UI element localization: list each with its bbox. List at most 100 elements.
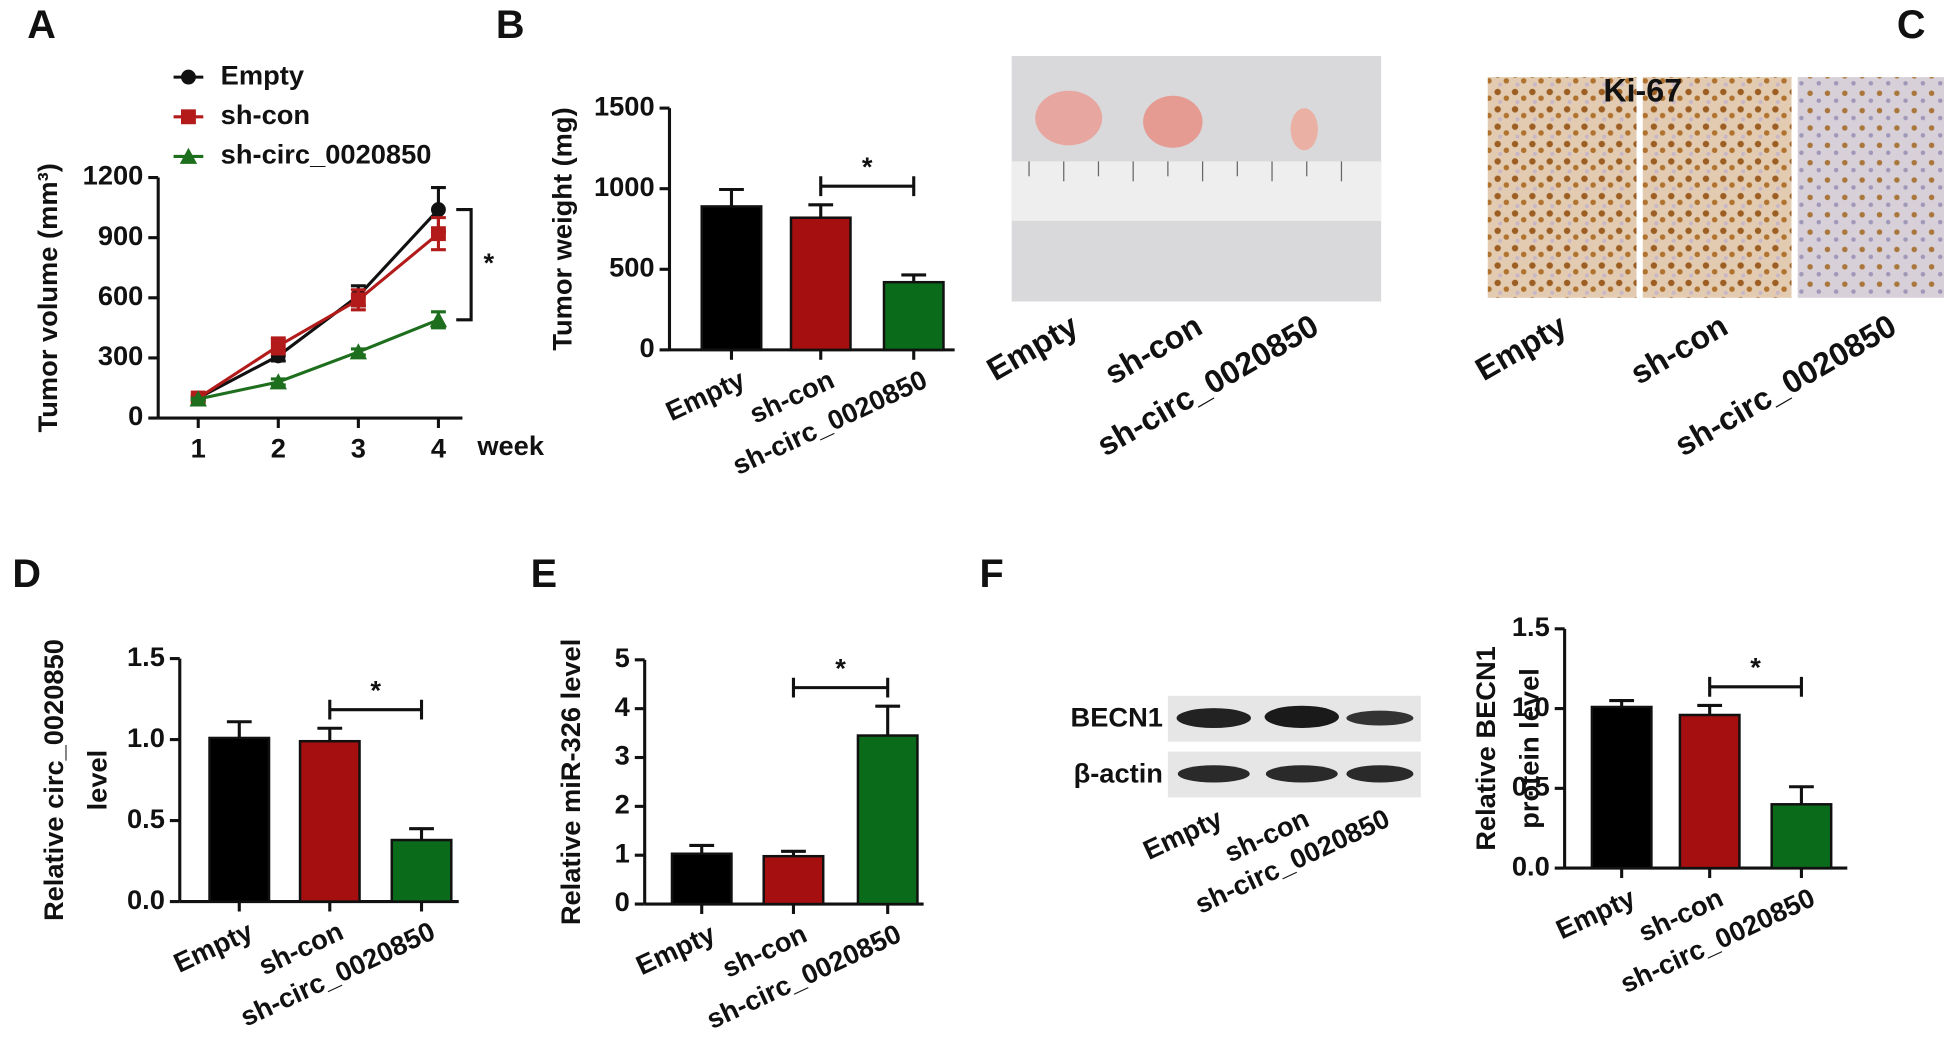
image-label: Empty: [1469, 307, 1572, 387]
significance-bracket: [456, 208, 473, 322]
error-bar: [317, 726, 343, 742]
x-axis-label: week: [476, 430, 545, 461]
bar: [1678, 713, 1741, 870]
y-tick-label: 1000: [594, 171, 655, 202]
x-tick-label: 3: [351, 432, 366, 463]
bar: [208, 736, 271, 903]
bar: [856, 734, 919, 906]
legend-label: Empty: [221, 59, 305, 90]
y-tick-label: 1.5: [1512, 611, 1550, 642]
tumor-photo: [1011, 56, 1382, 302]
marker: [429, 311, 448, 328]
y-axis-label: Tumor volume (mm³): [32, 163, 63, 432]
legend-marker: [179, 147, 198, 164]
y-tick-label: 0.5: [127, 803, 165, 834]
significance-bracket: [328, 699, 424, 720]
legend-marker: [181, 69, 196, 85]
y-tick-label: 600: [98, 280, 144, 311]
bar: [1590, 705, 1653, 870]
blot-row-label: BECN1: [1071, 702, 1163, 733]
error-bar: [719, 187, 744, 207]
marker: [430, 202, 446, 218]
x-tick-label: 1: [191, 432, 206, 463]
y-tick-label: 900: [98, 220, 144, 251]
marker: [269, 373, 287, 390]
y-tick-label: 0.0: [1512, 850, 1550, 881]
y-tick-label: 500: [609, 251, 655, 282]
bar: [670, 852, 733, 906]
y-axis-label: Relative BECN1: [1470, 646, 1501, 851]
significance-bracket: [791, 677, 890, 698]
significance-label: *: [1750, 652, 1761, 683]
y-tick-label: 1200: [83, 160, 144, 191]
marker: [350, 292, 366, 308]
x-tick-label: 2: [271, 432, 286, 463]
bar: [762, 854, 825, 906]
panel-label: C: [1897, 3, 1926, 47]
blot-label: Empty: [1138, 802, 1227, 866]
photo-label: Empty: [981, 307, 1084, 387]
legend-label: sh-circ_0020850: [221, 139, 432, 170]
marker: [270, 338, 286, 354]
y-tick-label: 0: [128, 400, 143, 431]
panel-label: B: [496, 3, 525, 47]
panel-label: F: [979, 552, 1003, 596]
y-tick-label: 1.5: [127, 641, 165, 672]
y-tick-label: 0.0: [127, 884, 165, 915]
panel-label: D: [12, 552, 41, 596]
y-tick-label: 3: [615, 740, 630, 771]
significance-label: *: [484, 247, 495, 278]
y-tick-label: 0: [639, 332, 654, 363]
y-axis-label: level: [81, 750, 112, 811]
y-axis-label: Relative circ_0020850: [38, 639, 69, 921]
error-bar: [1697, 703, 1723, 715]
y-axis-label: protein level: [1513, 668, 1544, 829]
bar: [298, 739, 361, 903]
significance-bracket: [1708, 676, 1803, 697]
y-tick-label: 0.5: [1512, 771, 1550, 802]
legend-marker: [181, 109, 196, 125]
y-tick-label: 300: [98, 340, 144, 371]
y-tick-label: 1500: [594, 90, 655, 121]
y-axis-label: Relative miR-326 level: [555, 639, 586, 925]
panel-label: E: [531, 552, 557, 596]
ki67-images: [1487, 77, 1944, 298]
bar: [789, 216, 852, 352]
y-tick-label: 5: [615, 642, 630, 673]
y-tick-label: 1.0: [1512, 691, 1550, 722]
x-tick-label: Empty: [631, 917, 720, 981]
error-bar: [226, 720, 252, 738]
x-tick-label: Empty: [169, 915, 258, 979]
significance-label: *: [370, 674, 381, 705]
panel-label: A: [27, 3, 56, 47]
marker: [189, 390, 207, 407]
y-tick-label: 0: [615, 886, 630, 917]
bar: [390, 838, 453, 903]
x-tick-label: 4: [431, 432, 447, 463]
series-line: [197, 232, 440, 400]
error-bar: [689, 843, 715, 854]
x-tick-label: Empty: [1551, 881, 1640, 945]
legend-label: sh-con: [221, 99, 310, 130]
y-tick-label: 2: [615, 789, 630, 820]
series-line: [197, 208, 440, 400]
error-bar: [808, 203, 834, 218]
error-bar: [409, 827, 434, 841]
y-tick-label: 1.0: [127, 722, 165, 753]
marker: [430, 226, 446, 242]
significance-label: *: [862, 151, 873, 182]
series-line: [197, 318, 440, 401]
blot-row-label: β-actin: [1074, 757, 1163, 788]
x-tick-label: Empty: [661, 363, 750, 427]
bar: [700, 205, 763, 352]
error-bar: [875, 704, 901, 736]
ki67-title: Ki-67: [1603, 73, 1682, 109]
image-label: sh-con: [1624, 307, 1733, 391]
y-axis-label: Tumor weight (mg): [546, 107, 577, 350]
significance-label: *: [835, 652, 846, 683]
error-bar: [1789, 785, 1814, 805]
y-tick-label: 4: [615, 691, 631, 722]
bar: [882, 280, 945, 352]
y-tick-label: 1: [615, 837, 630, 868]
